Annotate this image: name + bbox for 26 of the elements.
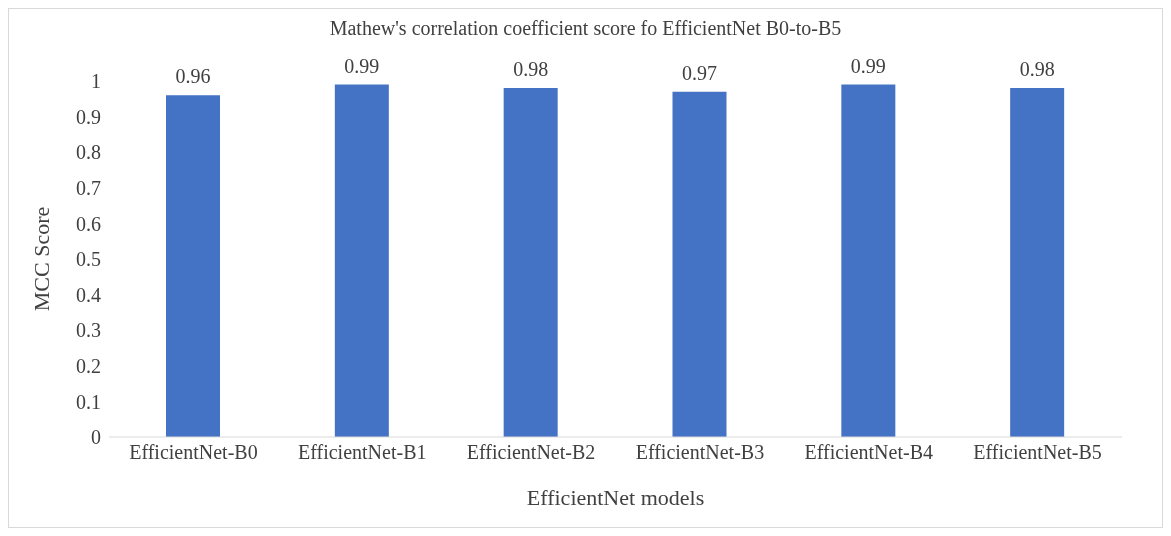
y-tick-label: 0.5 bbox=[76, 248, 101, 271]
data-label: 0.96 bbox=[175, 65, 211, 88]
y-tick-label: 0.2 bbox=[76, 354, 101, 377]
data-label: 0.98 bbox=[513, 58, 549, 81]
y-tick-label: 0.4 bbox=[76, 283, 101, 306]
data-label: 0.99 bbox=[850, 54, 886, 77]
y-tick-label: 0.8 bbox=[76, 141, 101, 164]
y-tick-label: 0.9 bbox=[76, 105, 101, 128]
data-label: 0.99 bbox=[344, 54, 380, 77]
x-tick-label: EfficientNet-B5 bbox=[973, 441, 1102, 464]
y-axis-title: MCC Score bbox=[28, 206, 54, 312]
x-tick-label: EfficientNet-B0 bbox=[129, 441, 258, 464]
y-tick-label: 0.7 bbox=[76, 176, 101, 199]
y-tick-label: 0.6 bbox=[76, 212, 101, 235]
x-tick-label: EfficientNet-B1 bbox=[298, 441, 427, 464]
data-label: 0.98 bbox=[1019, 58, 1055, 81]
y-tick-label: 0 bbox=[91, 426, 101, 449]
y-tick-label: 1 bbox=[91, 70, 101, 93]
x-axis-title: EfficientNet models bbox=[526, 485, 705, 510]
y-tick-label: 0.1 bbox=[76, 390, 101, 413]
chart-title: Mathew's correlation coefficient score fo EfficientNet B0-to-B5 bbox=[328, 17, 843, 40]
x-tick-label: EfficientNet-B4 bbox=[804, 441, 933, 464]
x-tick-label: EfficientNet-B3 bbox=[635, 441, 765, 464]
y-tick-label: 0.3 bbox=[76, 319, 101, 342]
data-label: 0.97 bbox=[682, 61, 717, 84]
x-tick-label: EfficientNet-B2 bbox=[466, 441, 596, 464]
